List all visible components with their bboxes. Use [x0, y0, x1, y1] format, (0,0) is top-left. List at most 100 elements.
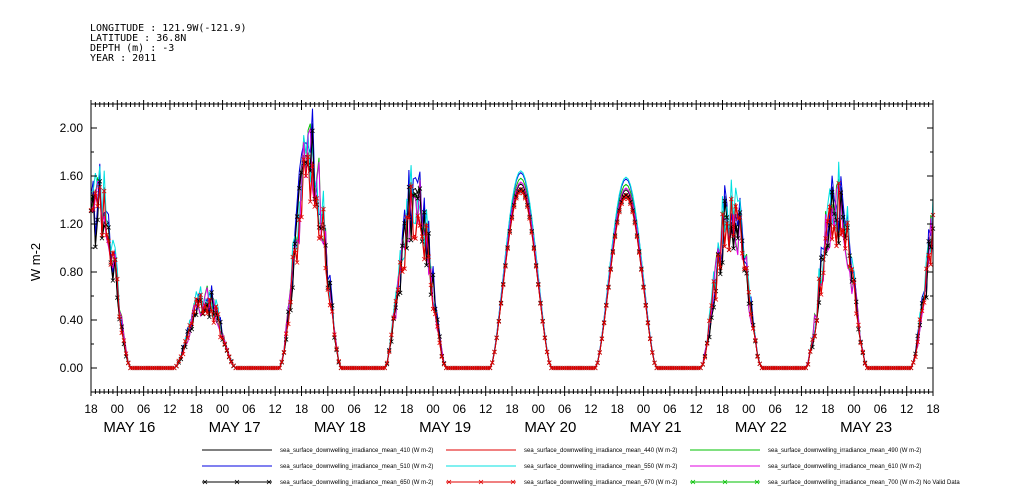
- series-marker: [921, 300, 927, 305]
- series-marker: [400, 269, 405, 274]
- legend-entry: sea_surface_downwelling_irradiance_mean_…: [768, 464, 921, 470]
- x-day-label: MAY 22: [735, 419, 787, 436]
- legend-marker: [510, 479, 516, 485]
- series-marker: [853, 311, 859, 316]
- series-marker: [832, 211, 837, 217]
- series-marker: [110, 250, 116, 256]
- x-tick-label: 12: [269, 402, 283, 416]
- x-day-label: MAY 18: [314, 419, 366, 436]
- series-marker: [926, 252, 931, 258]
- x-day-label: MAY 21: [630, 419, 682, 436]
- series-marker: [334, 346, 339, 351]
- series-marker: [812, 334, 817, 339]
- series-marker: [606, 285, 611, 290]
- series-marker: [397, 290, 403, 296]
- series-marker: [542, 335, 548, 341]
- series-marker: [209, 309, 214, 314]
- series-marker: [919, 308, 925, 314]
- series-marker: [417, 186, 423, 191]
- series-line: [90, 123, 934, 369]
- series-marker: [805, 362, 811, 367]
- series-marker: [829, 236, 835, 242]
- series-marker: [277, 365, 282, 371]
- x-tick-label: 12: [479, 402, 493, 416]
- series-marker: [220, 335, 225, 341]
- series-marker: [185, 335, 190, 341]
- series-marker: [849, 267, 855, 272]
- legend-entry: sea_surface_downwelling_irradiance_mean_…: [524, 480, 677, 486]
- x-tick-label: 00: [216, 402, 230, 416]
- x-tick-label: 12: [584, 402, 598, 416]
- series-marker: [432, 311, 438, 317]
- series-marker: [720, 260, 725, 265]
- series-marker: [503, 264, 508, 269]
- series-marker: [851, 280, 857, 285]
- series-marker: [226, 354, 232, 359]
- series-marker: [110, 278, 116, 283]
- x-day-label: MAY 23: [840, 419, 892, 436]
- series-marker: [636, 250, 642, 255]
- series-marker: [608, 267, 613, 273]
- series-marker: [288, 299, 293, 305]
- series-marker: [487, 365, 493, 371]
- series-marker: [336, 359, 342, 364]
- series-marker: [913, 354, 918, 360]
- series-marker: [301, 157, 306, 162]
- series-marker: [193, 312, 199, 318]
- series-marker: [498, 301, 504, 306]
- series-marker: [382, 365, 388, 371]
- series-marker: [180, 351, 186, 357]
- series-marker: [702, 355, 708, 360]
- series-marker: [393, 298, 399, 304]
- series-marker: [713, 297, 719, 302]
- series-marker: [718, 271, 723, 277]
- series-marker: [735, 236, 741, 241]
- series-marker: [286, 321, 291, 327]
- x-day-label: MAY 20: [524, 419, 576, 436]
- series-marker: [917, 322, 923, 328]
- series-marker: [755, 354, 760, 360]
- series-marker: [836, 180, 841, 186]
- series-marker: [494, 335, 499, 341]
- x-tick-label: 00: [847, 402, 861, 416]
- series-marker: [720, 211, 725, 217]
- series-marker: [207, 297, 212, 302]
- series-line: [90, 152, 934, 369]
- series-marker: [428, 282, 434, 288]
- x-tick-label: 06: [874, 402, 888, 416]
- x-day-label: MAY 17: [209, 419, 261, 436]
- x-tick-label: 06: [347, 402, 361, 416]
- series-marker: [601, 320, 607, 326]
- series-marker: [119, 330, 124, 336]
- series-marker: [441, 361, 447, 367]
- y-tick-label: 0.80: [60, 265, 84, 279]
- series-marker: [97, 179, 103, 184]
- series-marker: [329, 309, 335, 314]
- series-marker: [733, 204, 738, 209]
- y-tick-label: 2.00: [60, 121, 84, 135]
- series-marker: [604, 303, 609, 308]
- series-marker: [310, 128, 315, 134]
- series-marker: [417, 223, 423, 228]
- series-marker: [928, 262, 934, 267]
- y-tick-label: 1.60: [60, 169, 84, 183]
- series-marker: [915, 333, 920, 339]
- x-tick-label: 12: [374, 402, 388, 416]
- series-marker: [397, 259, 403, 265]
- series-marker: [99, 232, 105, 238]
- series-marker: [722, 244, 727, 249]
- x-tick-label: 18: [926, 402, 940, 416]
- series-marker: [496, 319, 502, 324]
- series-marker: [647, 336, 653, 342]
- series-marker: [406, 216, 412, 221]
- series-marker: [93, 191, 98, 196]
- series-marker: [489, 360, 495, 365]
- series-marker: [525, 204, 530, 210]
- series-line: [90, 156, 934, 369]
- series-marker: [492, 349, 497, 355]
- series-marker: [174, 363, 179, 369]
- series-marker: [115, 276, 120, 282]
- series-marker: [527, 216, 532, 221]
- series-marker: [104, 232, 109, 238]
